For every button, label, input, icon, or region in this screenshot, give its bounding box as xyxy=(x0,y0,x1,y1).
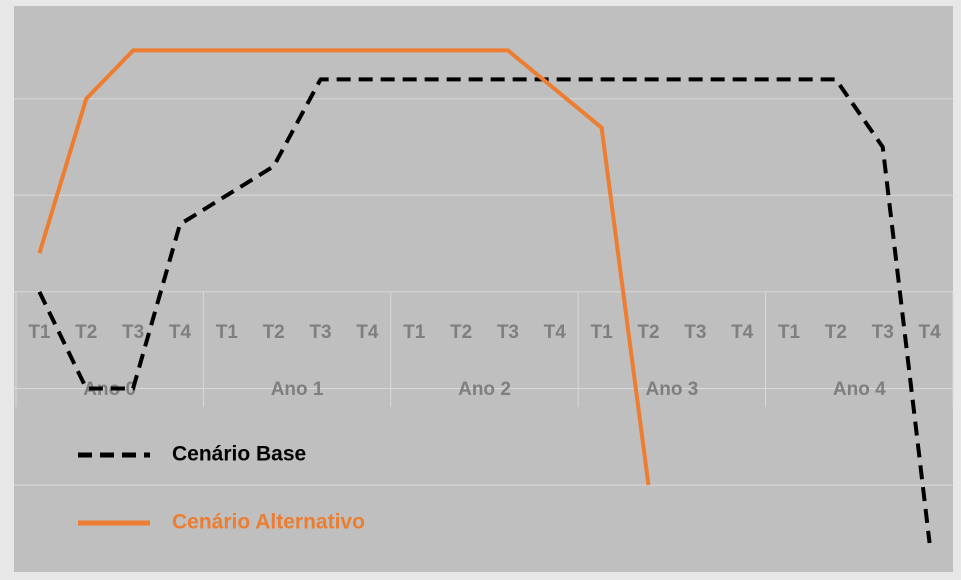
legend-label: Cenário Base xyxy=(172,443,306,466)
x-tick-label: T2 xyxy=(637,322,659,343)
x-tick-label: T1 xyxy=(28,322,51,343)
x-tick-label: T4 xyxy=(544,322,567,343)
x-tick-label: T1 xyxy=(591,322,614,343)
group-label: Ano 2 xyxy=(458,379,511,400)
series-line xyxy=(37,77,932,544)
x-tick-label: T1 xyxy=(216,322,239,343)
group-label: Ano 0 xyxy=(83,379,136,400)
x-tick-label: T2 xyxy=(450,322,472,343)
x-tick-label: T3 xyxy=(309,322,331,343)
x-tick-label: T3 xyxy=(122,322,144,343)
x-tick-label: T2 xyxy=(825,322,847,343)
x-tick-label: T3 xyxy=(684,322,706,343)
x-tick-label: T3 xyxy=(872,322,894,343)
x-tick-label: T4 xyxy=(169,322,192,343)
x-tick-label: T4 xyxy=(731,322,754,343)
x-tick-label: T4 xyxy=(356,322,379,343)
x-tick-label: T1 xyxy=(403,322,426,343)
x-tick-label: T1 xyxy=(778,322,801,343)
group-label: Ano 1 xyxy=(271,379,324,400)
x-tick-label: T4 xyxy=(918,322,941,343)
x-tick-label: T2 xyxy=(75,322,97,343)
group-label: Ano 4 xyxy=(833,379,886,400)
legend-label: Cenário Alternativo xyxy=(172,511,365,534)
x-tick-label: T3 xyxy=(497,322,519,343)
group-label: Ano 3 xyxy=(646,379,699,400)
series-line xyxy=(37,48,651,486)
x-tick-label: T2 xyxy=(263,322,285,343)
plot-area xyxy=(14,6,953,572)
